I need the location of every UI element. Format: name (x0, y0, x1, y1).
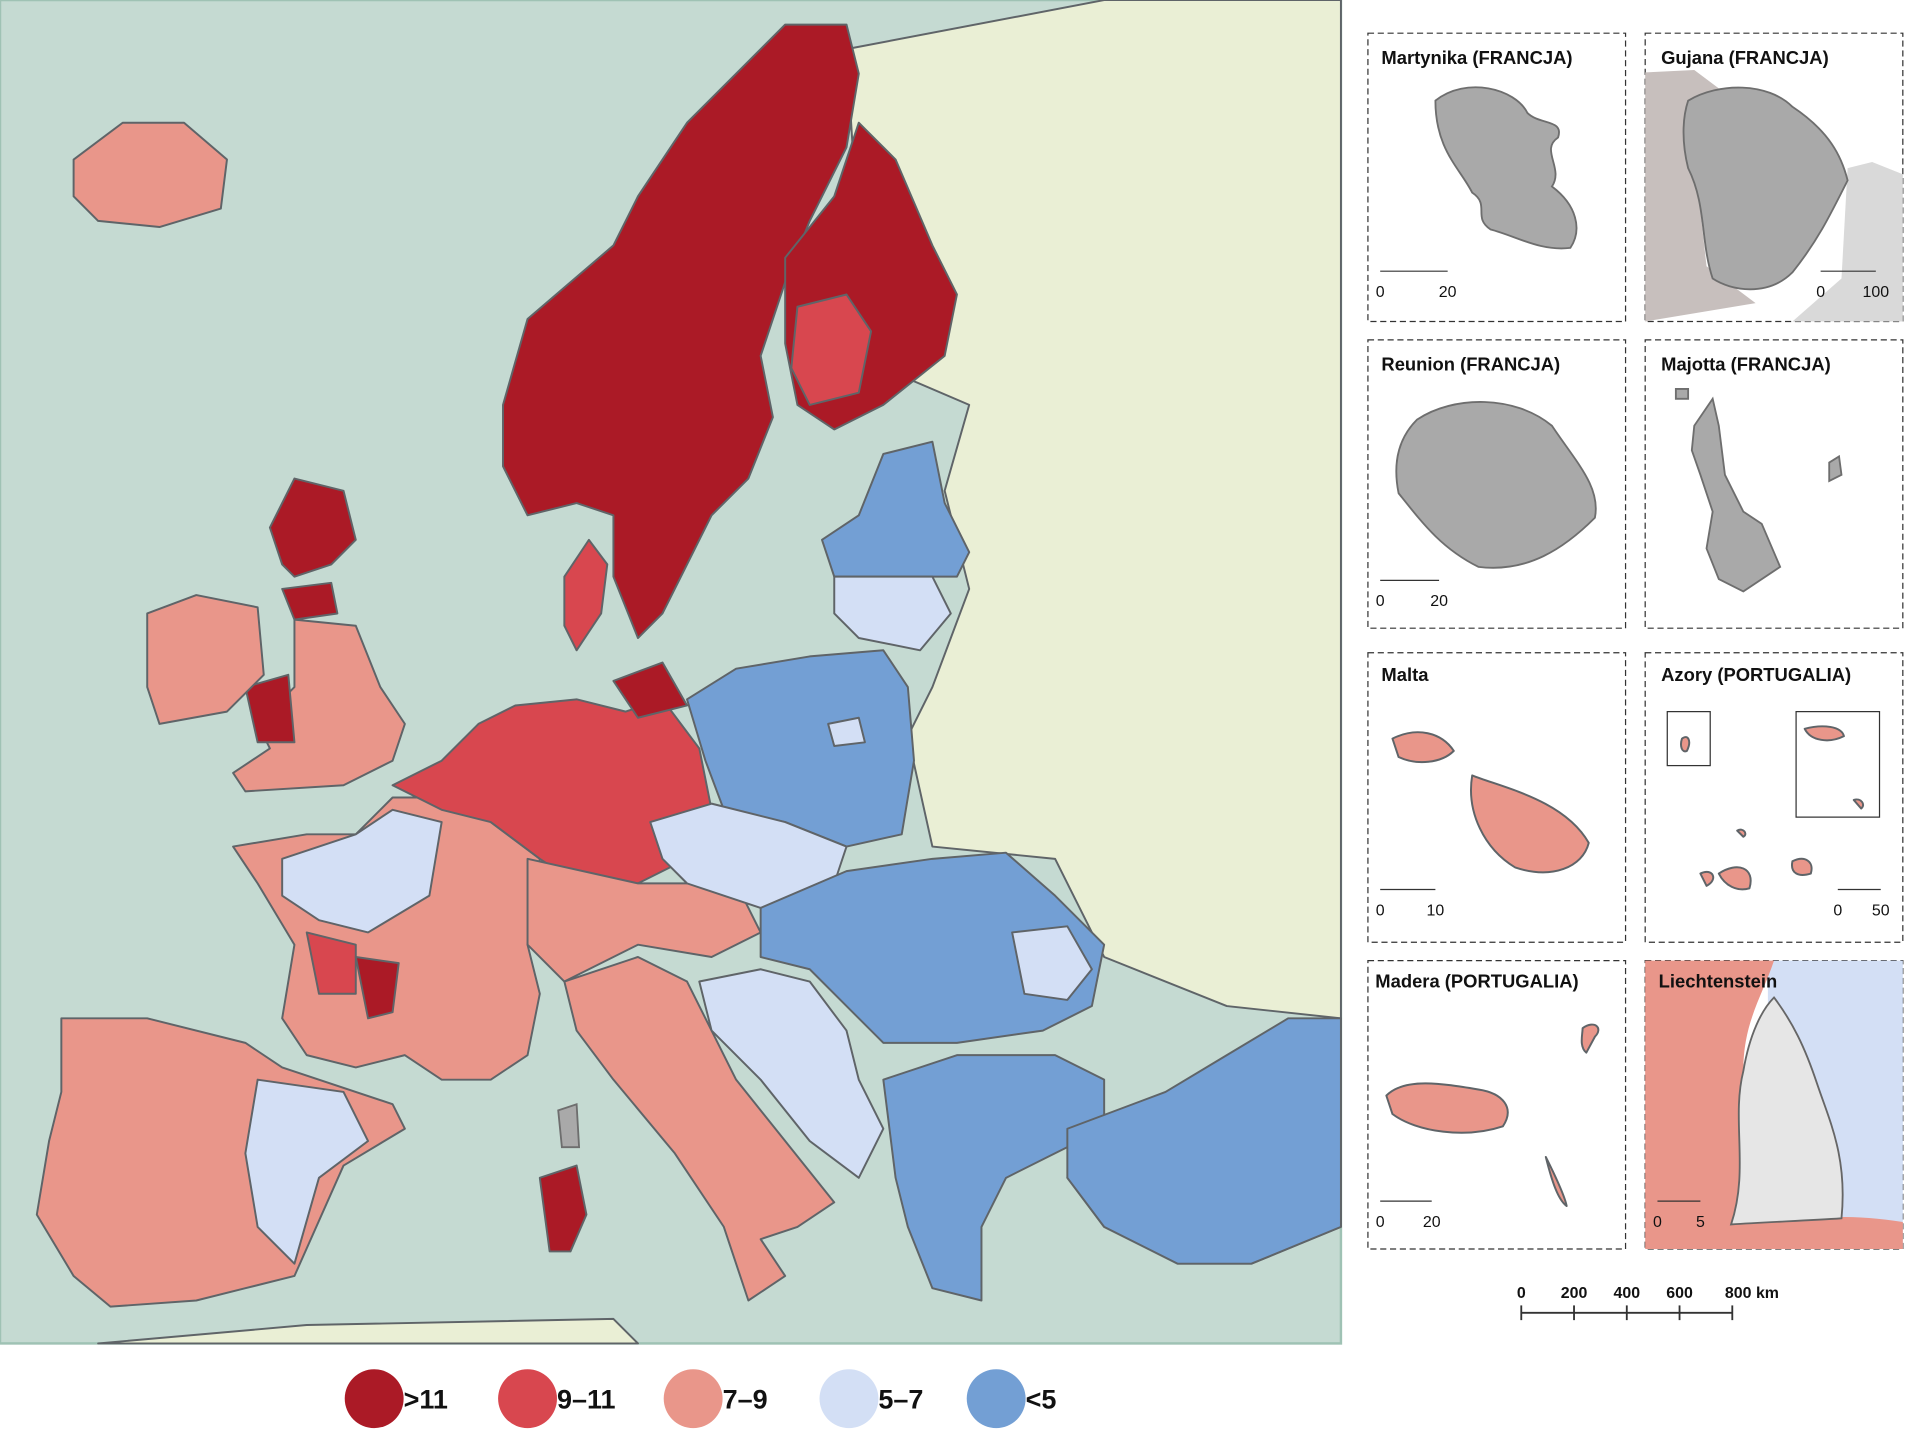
inset-title: Martynika (FRANCJA) (1381, 47, 1572, 68)
island (1395, 401, 1597, 569)
scale-label: 400 (1613, 1285, 1640, 1302)
inset-title: Gujana (FRANCJA) (1661, 47, 1829, 68)
neighbour (1645, 69, 1756, 322)
region (538, 1164, 588, 1253)
region (72, 121, 228, 228)
scale-label: 0 (1376, 284, 1385, 301)
legend-swatch (498, 1369, 557, 1429)
scale-label: 20 (1430, 593, 1448, 610)
region (882, 1054, 1106, 1302)
region (1385, 1023, 1600, 1208)
region (502, 23, 860, 639)
region (698, 968, 885, 1179)
scale-label: 0 (1376, 902, 1385, 919)
legend-label: >11 (404, 1384, 448, 1414)
insets: Martynika (FRANCJA) 0 20 Gujana (FRANCJA… (1367, 32, 1904, 1250)
legend-label: 5–7 (878, 1384, 923, 1414)
region (790, 293, 873, 406)
scale-bar: 0 200 400 600 800 km (1517, 1285, 1779, 1321)
inset-title: Liechtenstein (1659, 971, 1778, 992)
scale-label: 5 (1696, 1214, 1705, 1231)
scale-label: 0 (1376, 1214, 1385, 1231)
region (563, 538, 609, 652)
inset-title: Malta (1381, 664, 1429, 685)
scale-label: 20 (1439, 284, 1457, 301)
legend-label: 9–11 (557, 1384, 616, 1414)
scale-label: 100 (1863, 284, 1890, 301)
region (1391, 731, 1590, 874)
scale-label: 600 (1666, 1285, 1693, 1302)
inset: Gujana (FRANCJA) 0 100 (1644, 32, 1904, 323)
neighbour (1792, 161, 1903, 322)
region (1680, 725, 1865, 891)
legend-label: 7–9 (723, 1384, 768, 1414)
inset: Malta 0 10 (1367, 652, 1627, 943)
territory (1682, 86, 1849, 291)
scale-label: 0 (1653, 1214, 1662, 1231)
main-map (0, 0, 1343, 1345)
region (268, 477, 357, 578)
inset: Madera (PORTUGALIA) 0 20 (1367, 960, 1627, 1250)
region (146, 594, 265, 725)
region (759, 851, 1106, 1044)
legend-swatch (344, 1369, 404, 1429)
inset-title: Madera (PORTUGALIA) (1375, 971, 1578, 992)
region (563, 956, 836, 1302)
region (833, 575, 952, 652)
sub-frame (1795, 711, 1881, 818)
region (281, 581, 339, 621)
region (827, 716, 866, 747)
region (244, 1078, 370, 1265)
inset-frame (1644, 339, 1904, 629)
region (1066, 1017, 1342, 1265)
inset: Majotta (FRANCJA) (1644, 339, 1904, 629)
inset-title: Reunion (FRANCJA) (1381, 354, 1560, 375)
inset: Reunion (FRANCJA) 0 20 (1367, 339, 1627, 629)
africa (97, 1317, 639, 1345)
region (281, 808, 443, 934)
corsica (557, 1102, 581, 1149)
sub-frame (1666, 711, 1711, 767)
scale-label: 0 (1833, 902, 1842, 919)
inset: Martynika (FRANCJA) 0 20 (1367, 32, 1627, 323)
region (612, 661, 689, 719)
scale-label: 50 (1872, 902, 1890, 919)
inset: Liechtenstein 0 5 (1644, 960, 1904, 1250)
scale-label: 200 (1561, 1285, 1588, 1302)
scale-label: 10 (1427, 902, 1445, 919)
inset: Azory (PORTUGALIA) 0 50 (1644, 652, 1904, 943)
inset-title: Majotta (FRANCJA) (1661, 354, 1831, 375)
region (244, 673, 296, 744)
region (354, 956, 400, 1020)
legend-swatch (966, 1369, 1026, 1429)
legend-label: <5 (1026, 1384, 1057, 1414)
scale-label: 20 (1423, 1214, 1441, 1231)
non-eu-land (845, 0, 1342, 1020)
legend-swatch (819, 1369, 879, 1429)
island (1690, 396, 1782, 593)
islet (1674, 388, 1843, 483)
region (686, 649, 915, 848)
scale-label: 0 (1376, 593, 1385, 610)
legend: >11 9–11 7–9 5–7 <5 (344, 1369, 1057, 1429)
region (305, 931, 357, 995)
region (1645, 960, 1903, 1249)
scale-label: 800 km (1725, 1285, 1779, 1302)
scale-label: 0 (1816, 284, 1825, 301)
inset-title: Azory (PORTUGALIA) (1661, 664, 1851, 685)
territory (1729, 996, 1844, 1226)
island (1434, 86, 1578, 250)
scale-label: 0 (1517, 1285, 1526, 1302)
legend-swatch (663, 1369, 723, 1429)
inset-frame (1644, 652, 1904, 943)
region (1011, 925, 1093, 1001)
region (391, 698, 713, 885)
